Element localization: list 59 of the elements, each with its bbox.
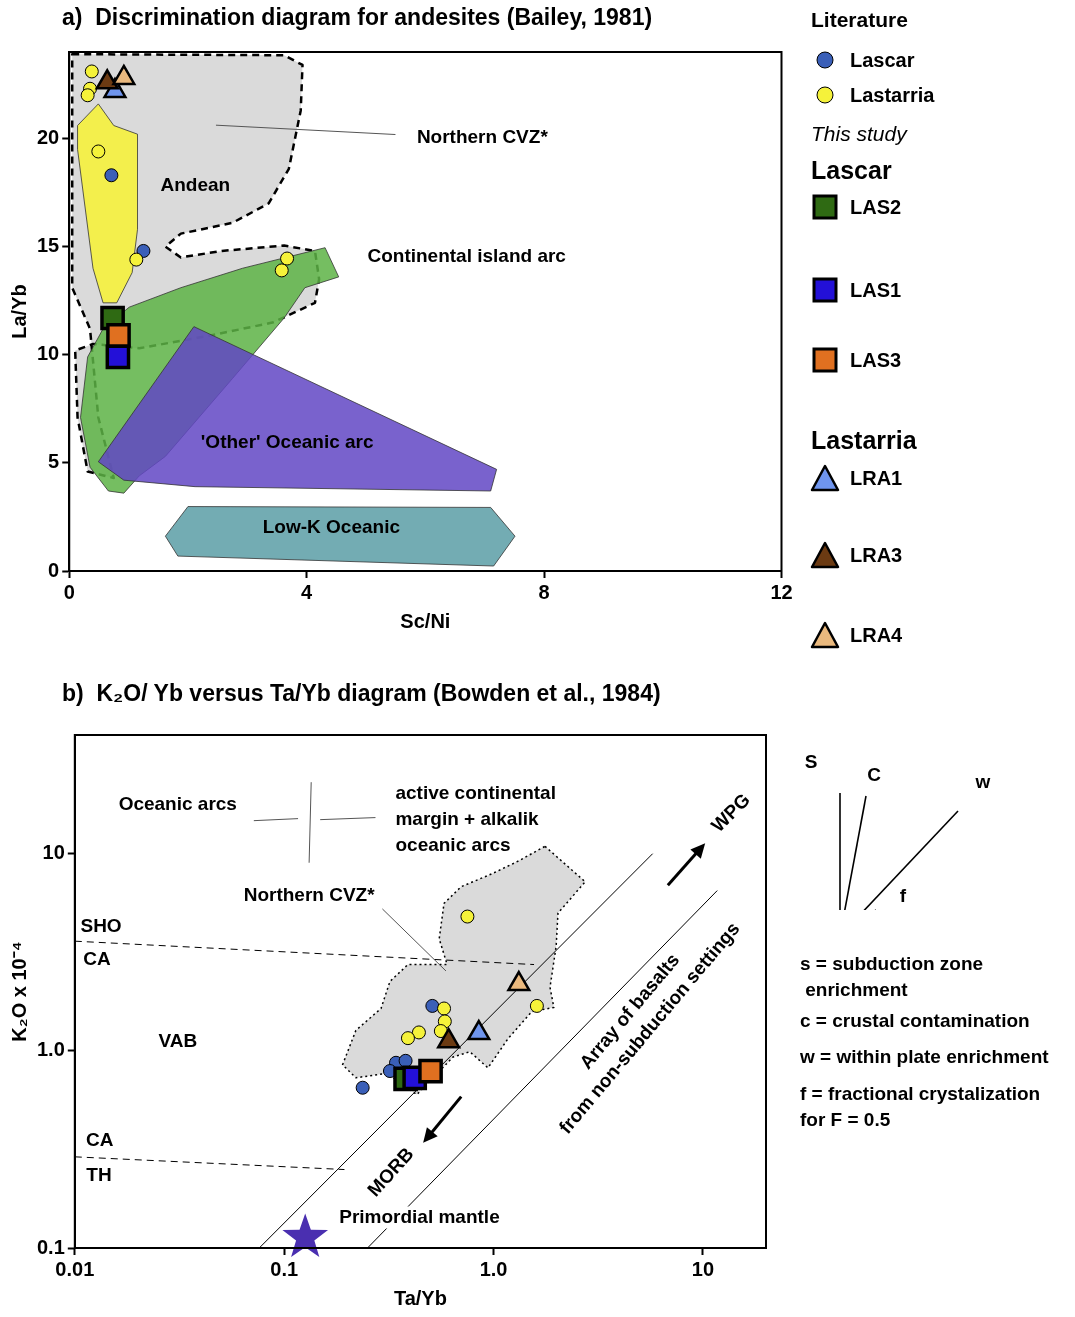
y-tick-label: 1.0 — [36, 1038, 65, 1061]
annotation: Continental island arc — [367, 244, 567, 266]
text: Lascar — [811, 156, 892, 184]
y-tick-label: 5 — [48, 450, 60, 473]
y-tick-label: 15 — [37, 234, 60, 257]
annotation: SHO — [80, 915, 122, 937]
chart-title: a) Discrimination diagram for andesites (Bailey, 1981) — [62, 4, 653, 31]
y-tick-label: 20 — [37, 126, 60, 149]
point — [280, 251, 295, 266]
legend-label: LRA1 — [850, 466, 903, 491]
annotation: 'Other' Oceanic arc — [200, 431, 374, 453]
text: f = fractional crystalization for F = 0.5 — [800, 1082, 1041, 1132]
point — [91, 144, 106, 159]
x-tick-label: 8 — [538, 580, 550, 603]
series-label: Primordial mantle — [339, 1205, 500, 1227]
x-tick-label: 0.01 — [55, 1257, 95, 1280]
y-tick-label: 0.1 — [36, 1235, 65, 1258]
y-tick-label: 10 — [37, 342, 60, 365]
text: w = within plate enrichment — [800, 1045, 1049, 1069]
legend-label: Lascar — [850, 48, 915, 73]
text: This study — [811, 121, 907, 147]
y-tick-label: 10 — [42, 841, 65, 864]
chart-title: b) K₂O/ Yb versus Ta/Yb diagram (Bowden et al., 1984) — [62, 680, 661, 707]
annotation: active continental margin + alkalik oceanic arcs — [395, 781, 556, 855]
annotation: Northern CVZ* — [416, 126, 549, 148]
annotation: Andean — [160, 174, 231, 196]
annotation: VAB — [158, 1030, 198, 1052]
x-tick-label: 12 — [770, 580, 793, 603]
x-tick-label: 4 — [301, 580, 314, 603]
point — [274, 263, 289, 278]
y-axis-title: La/Yb — [7, 284, 30, 339]
point — [104, 168, 119, 183]
point — [84, 64, 99, 79]
legend-label: Lastarria — [850, 83, 935, 108]
annotation: CA — [85, 1129, 114, 1151]
annotation: Low-K Oceanic — [262, 515, 401, 537]
legend-label: LAS1 — [850, 278, 902, 303]
legend-label: LAS3 — [850, 348, 902, 373]
text: Literature — [811, 7, 908, 33]
annotation: TH — [86, 1164, 112, 1186]
point — [80, 88, 95, 103]
legend-label: LRA4 — [850, 623, 903, 648]
legend-label: LRA3 — [850, 543, 903, 568]
point — [136, 243, 151, 258]
annotation: CA — [83, 948, 111, 970]
y-axis-title: K₂O x 10⁻⁴ — [7, 941, 30, 1042]
x-tick-label: 10 — [691, 1257, 715, 1280]
x-tick-label: 1.0 — [479, 1257, 508, 1280]
legend-label: LAS2 — [850, 195, 902, 220]
point — [129, 252, 144, 267]
x-axis-title: Sc/Ni — [400, 609, 451, 632]
annotation: Northern CVZ* — [243, 884, 376, 906]
text: Lastarria — [811, 426, 917, 454]
text: c = crustal contamination — [800, 1009, 1030, 1033]
y-tick-label: 0 — [48, 558, 60, 581]
x-tick-label: 0.1 — [270, 1257, 299, 1280]
x-axis-title: Ta/Yb — [393, 1286, 447, 1309]
point — [106, 322, 131, 348]
annotation: Oceanic arcs — [118, 793, 237, 814]
